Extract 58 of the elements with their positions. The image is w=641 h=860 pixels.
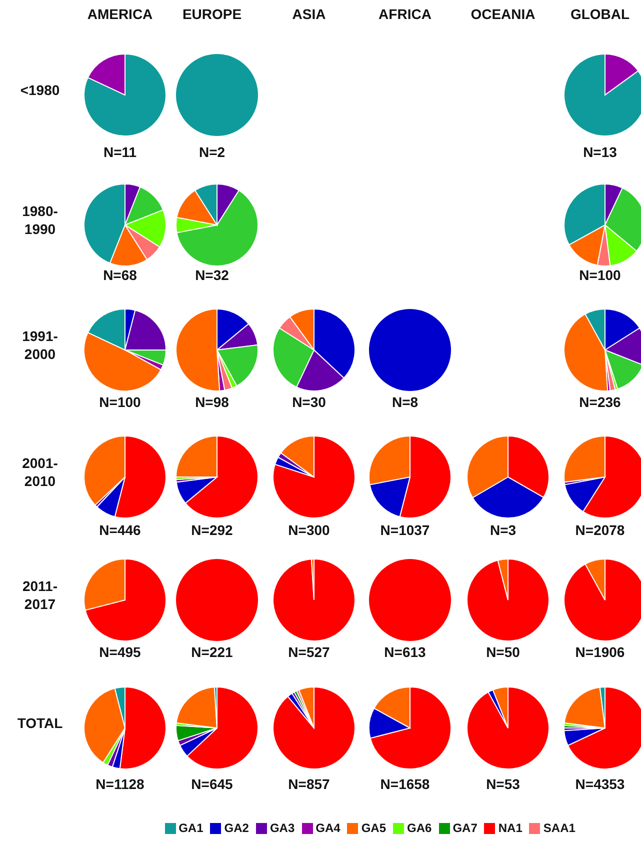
text: N=236 [578, 393, 622, 411]
text: TOTAL [16, 714, 64, 732]
pie-slice [272, 436, 355, 518]
text: N=300 [287, 521, 331, 539]
category-label: NA1 [498, 821, 522, 835]
text: N=1128 [94, 775, 146, 793]
text: N=32 [194, 266, 230, 284]
category-label: GA5 [361, 821, 386, 835]
text: N=221 [190, 643, 234, 661]
pie-slice [272, 558, 355, 641]
category-label: GA1 [178, 821, 204, 835]
text: N=613 [383, 643, 427, 661]
text: N=446 [98, 521, 142, 539]
pie-slice [466, 558, 549, 641]
text: N=1037 [379, 521, 431, 539]
text: N=30 [291, 393, 327, 411]
text: N=53 [485, 775, 521, 793]
text: N=100 [578, 266, 622, 284]
text: 1980-1990 [21, 202, 59, 238]
text: N=13 [582, 143, 618, 161]
pie-slice [84, 54, 166, 136]
text: N=645 [190, 775, 234, 793]
text: AFRICA [378, 6, 432, 22]
category-label: GA7 [452, 821, 478, 835]
text: N=100 [98, 393, 142, 411]
text: GLOBAL [569, 6, 631, 22]
category-label: GA2 [224, 821, 249, 835]
text: 1991-2000 [21, 327, 59, 363]
pie-slice [84, 558, 166, 641]
text: N=4353 [574, 775, 626, 793]
text: N=50 [485, 643, 521, 661]
text: <1980 [19, 81, 61, 99]
text: N=527 [287, 643, 331, 661]
text: N=11 [102, 143, 138, 161]
pie-slice [370, 686, 451, 769]
text: N=292 [190, 521, 234, 539]
text: N=2 [198, 143, 226, 161]
text: N=8 [390, 393, 420, 411]
text: N=3 [488, 521, 518, 539]
category-label: GA3 [270, 821, 295, 835]
category-label: GA6 [407, 821, 432, 835]
text: N=2078 [574, 521, 626, 539]
text: EUROPE [181, 6, 243, 22]
text: OCEANIA [470, 6, 536, 22]
text: AMERICA [86, 6, 154, 22]
text: N=1906 [574, 643, 626, 661]
pie-slice [272, 686, 355, 769]
text: N=98 [194, 393, 230, 411]
text: N=857 [287, 775, 331, 793]
text: N=68 [102, 266, 138, 284]
text: ASIA [291, 6, 327, 22]
pie-slice [466, 686, 549, 769]
text: 2001-2010 [21, 454, 59, 490]
text: N=1658 [379, 775, 431, 793]
category-label: SAA1 [543, 821, 576, 835]
category-label: GA4 [316, 821, 340, 835]
text: 2011-2017 [21, 577, 59, 613]
text: N=495 [98, 643, 142, 661]
